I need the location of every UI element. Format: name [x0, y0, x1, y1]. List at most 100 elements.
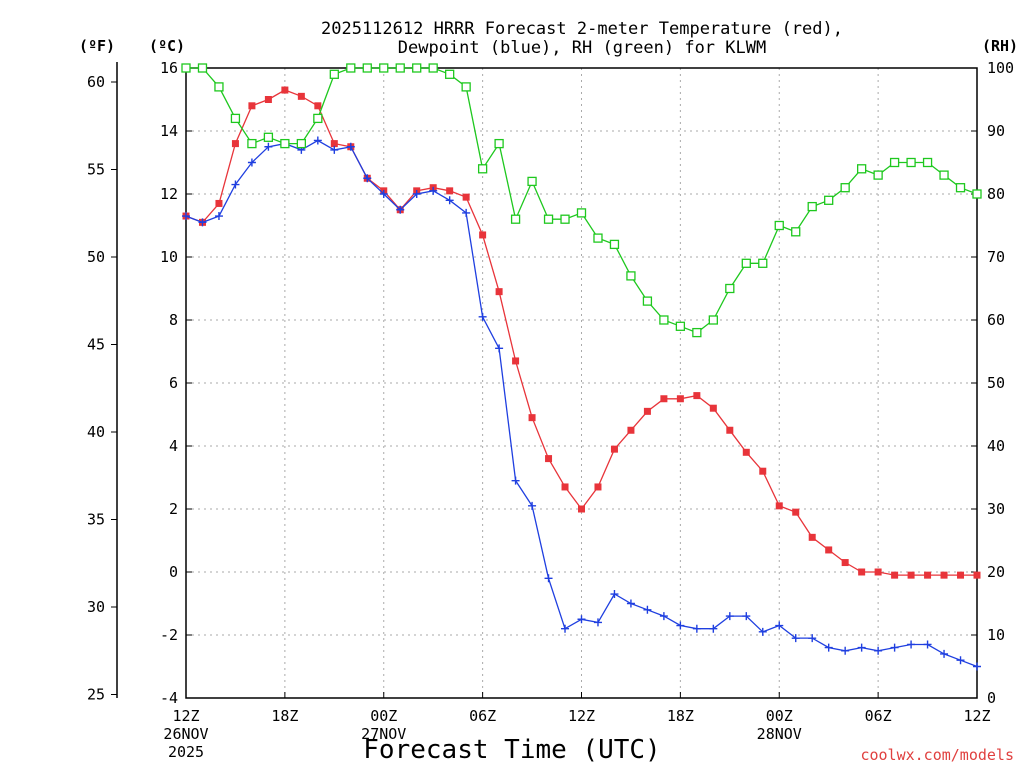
rh-tick-label: 60	[987, 311, 1005, 329]
rh-point	[955, 183, 966, 193]
rh-point	[510, 214, 521, 224]
rh-point	[939, 170, 949, 180]
dewpoint-point	[561, 624, 570, 633]
dewpoint-point	[758, 627, 767, 636]
temperature-point	[940, 571, 948, 579]
data-series	[181, 63, 982, 671]
rh-point	[708, 315, 718, 325]
dewpoint-point	[214, 212, 223, 221]
rh-tick-label: 90	[987, 122, 1005, 140]
temperature-point	[248, 102, 256, 110]
rh-point	[362, 63, 372, 73]
rh-point	[428, 63, 438, 73]
rh-point	[626, 271, 636, 281]
temperature-point	[957, 571, 965, 579]
x-tick-label: 00Z	[766, 707, 793, 725]
dewpoint-point	[264, 142, 273, 151]
temperature-point	[462, 193, 470, 201]
temperature-point	[330, 140, 338, 148]
fahrenheit-tick-label: 30	[87, 598, 105, 616]
dewpoint-point	[940, 649, 949, 658]
temperature-point	[297, 92, 305, 100]
temperature-point	[792, 508, 800, 516]
dewpoint-point	[626, 599, 635, 608]
temperature-point	[215, 199, 223, 207]
rh-point	[560, 214, 570, 224]
temperature-point	[825, 546, 833, 554]
temperature-point	[693, 392, 701, 400]
temperature-point	[594, 483, 602, 491]
dewpoint-point	[511, 476, 520, 485]
dewpoint-point	[824, 643, 833, 652]
temperature-point	[660, 395, 668, 403]
axes	[111, 62, 978, 699]
temperature-point	[841, 559, 849, 567]
dewpoint-point	[379, 190, 388, 198]
x-tick-label: 18Z	[271, 707, 298, 725]
temperature-point	[709, 404, 717, 412]
rh-point	[609, 239, 620, 250]
celsius-tick-label: 10	[160, 248, 178, 266]
dewpoint-point	[676, 621, 685, 630]
dewpoint-point	[956, 656, 965, 665]
rh-unit-label: (RH)	[982, 37, 1018, 55]
temperature-point	[264, 96, 272, 103]
rh-point	[906, 157, 916, 168]
temperature-point	[561, 483, 569, 491]
rh-point	[593, 233, 603, 243]
dewpoint-point	[709, 624, 718, 633]
rh-tick-label: 100	[987, 59, 1014, 77]
dewpoint-point	[659, 612, 668, 621]
temperature-point	[512, 357, 520, 365]
dewpoint-point	[396, 205, 405, 214]
celsius-tick-label: 16	[160, 59, 178, 77]
temperature-point	[314, 102, 322, 110]
rh-point	[280, 138, 290, 149]
rh-point	[527, 176, 537, 187]
temperature-point	[907, 571, 915, 579]
tick-labels: 1614121086420-2-410090807060504030201006…	[87, 59, 1014, 761]
rh-point	[642, 296, 653, 306]
dewpoint-point	[593, 618, 602, 627]
dewpoint-point	[610, 590, 619, 599]
x-tick-label: 06Z	[469, 707, 496, 725]
rh-tick-label: 40	[987, 437, 1005, 455]
rh-point	[379, 63, 389, 73]
temperature-point	[578, 505, 585, 513]
rh-tick-label: 50	[987, 374, 1005, 392]
dewpoint-point	[791, 634, 800, 643]
temperature-point	[610, 445, 618, 453]
fahrenheit-tick-label: 55	[87, 161, 105, 179]
celsius-unit-label: (ºC)	[149, 37, 185, 55]
temperature-point	[479, 231, 487, 239]
temperature-point	[281, 86, 289, 94]
rh-point	[807, 201, 817, 212]
temperature-point	[446, 187, 454, 195]
x-tick-label: 06Z	[865, 707, 892, 725]
dewpoint-point	[577, 615, 586, 624]
rh-point	[824, 195, 834, 205]
rh-point	[741, 258, 751, 268]
temperature-point	[726, 426, 734, 434]
dewpoint-point	[346, 142, 355, 151]
temperature-point	[495, 288, 503, 296]
rh-point	[774, 220, 784, 231]
rh-point	[856, 164, 867, 174]
temperature-point	[924, 571, 932, 579]
rh-point	[395, 63, 405, 73]
rh-point	[791, 227, 801, 237]
dewpoint-point	[363, 174, 372, 183]
rh-point	[263, 132, 274, 142]
fahrenheit-tick-label: 25	[87, 686, 105, 704]
dewpoint-point	[907, 640, 916, 649]
rh-point	[181, 63, 191, 73]
rh-point	[840, 183, 850, 193]
rh-point	[296, 138, 307, 149]
x-tick-label: 00Z	[370, 707, 397, 725]
temperature-point	[627, 426, 635, 434]
fahrenheit-tick-label: 50	[87, 248, 105, 266]
fahrenheit-tick-label: 45	[87, 336, 105, 354]
dewpoint-point	[725, 612, 734, 621]
x-tick-year: 2025	[168, 743, 204, 761]
